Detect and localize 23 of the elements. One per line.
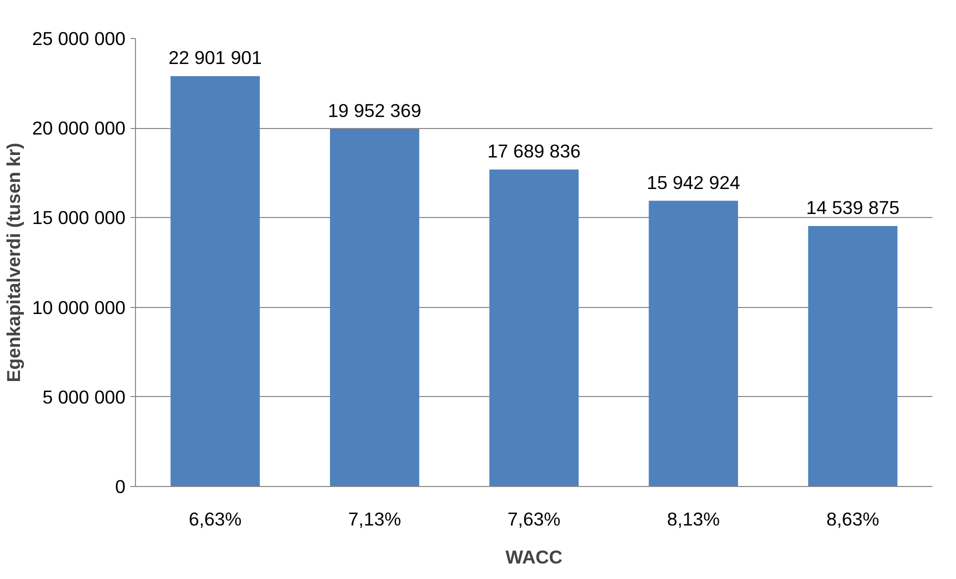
bar — [808, 226, 898, 486]
data-label: 15 942 924 — [646, 172, 740, 193]
bar — [489, 170, 579, 486]
x-tick-label: 7,13% — [348, 508, 402, 530]
y-tick-label: 25 000 000 — [32, 28, 126, 49]
data-label: 19 952 369 — [328, 100, 422, 121]
data-label: 14 539 875 — [806, 196, 900, 218]
x-axis-title: WACC — [506, 546, 562, 568]
x-tick-label: 8,13% — [666, 508, 720, 530]
y-tick-label: 5 000 000 — [42, 386, 126, 408]
bar — [648, 200, 738, 486]
y-tick-label: 0 — [115, 476, 126, 497]
y-tick-label: 10 000 000 — [32, 296, 126, 318]
y-tick-label: 20 000 000 — [32, 118, 126, 139]
y-axis-title: Egenkapitalverdi (tusen kr) — [3, 142, 24, 382]
data-label: 22 901 901 — [168, 47, 262, 68]
bar — [330, 128, 420, 486]
x-tick-label: 8,63% — [826, 508, 880, 530]
y-tick-label: 15 000 000 — [32, 207, 126, 228]
x-tick-label: 7,63% — [508, 508, 560, 530]
x-tick-label: 6,63% — [188, 508, 242, 530]
data-label: 17 689 836 — [487, 140, 581, 162]
bar — [170, 76, 260, 486]
